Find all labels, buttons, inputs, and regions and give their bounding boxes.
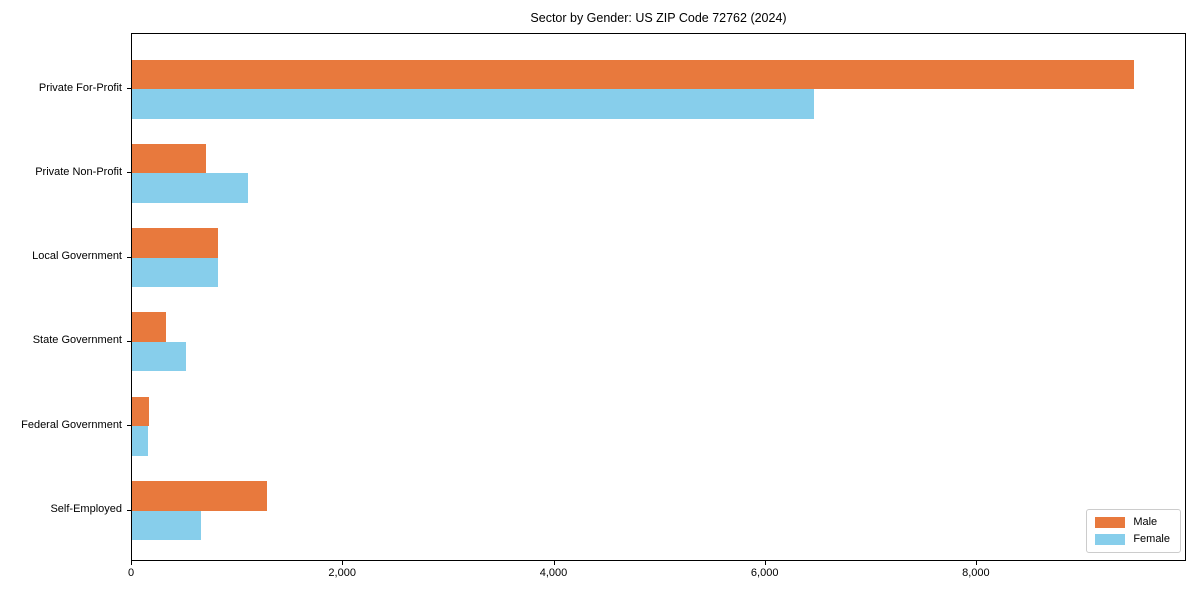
x-tick-mark <box>764 561 766 565</box>
y-tick-mark <box>127 88 131 89</box>
y-tick-label: Federal Government <box>21 418 122 431</box>
x-tick-label: 4,000 <box>539 567 568 579</box>
bar-male-4 <box>132 312 166 342</box>
x-tick-mark <box>553 561 555 565</box>
y-tick-label: Local Government <box>32 250 122 263</box>
y-tick-mark <box>127 509 131 511</box>
bar-female-4 <box>132 341 186 372</box>
legend-label-female: Female <box>1133 533 1170 545</box>
bar-female-3 <box>132 257 219 288</box>
y-tick-label: Private Non-Profit <box>35 165 122 178</box>
legend-entry-female: Female <box>1095 534 1170 545</box>
x-tick-label: 0 <box>127 567 135 579</box>
bar-male-2 <box>132 143 206 174</box>
x-tick-mark <box>342 561 344 565</box>
bar-male-1 <box>132 59 1135 89</box>
y-tick-mark <box>127 340 131 342</box>
bar-male-3 <box>132 228 218 258</box>
x-tick-label: 2,000 <box>328 567 356 579</box>
legend-entry-male: Male <box>1095 517 1170 528</box>
x-tick-mark <box>131 561 132 565</box>
y-tick-mark <box>127 425 131 427</box>
bar-female-1 <box>132 89 815 119</box>
x-tick-label: 6,000 <box>750 567 779 579</box>
bar-male-5 <box>132 396 150 427</box>
legend-swatch-male-icon <box>1095 517 1126 528</box>
y-tick-label: Private For-Profit <box>38 81 122 94</box>
bar-female-5 <box>132 426 148 456</box>
bar-female-6 <box>132 510 201 540</box>
y-tick-label: State Government <box>32 334 122 347</box>
legend: Male Female <box>1086 509 1181 553</box>
legend-label-male: Male <box>1133 516 1158 528</box>
x-tick-label: 8,000 <box>962 567 990 579</box>
y-tick-mark <box>127 172 131 174</box>
bar-female-2 <box>132 173 249 203</box>
x-tick-mark <box>975 561 977 565</box>
plot-area: Male Female <box>131 33 1186 561</box>
chart-title: Sector by Gender: US ZIP Code 72762 (202… <box>530 11 787 25</box>
y-tick-mark <box>127 256 131 258</box>
y-tick-label: Self-Employed <box>50 503 122 515</box>
legend-swatch-female-icon <box>1095 534 1126 545</box>
bar-male-6 <box>132 481 268 511</box>
